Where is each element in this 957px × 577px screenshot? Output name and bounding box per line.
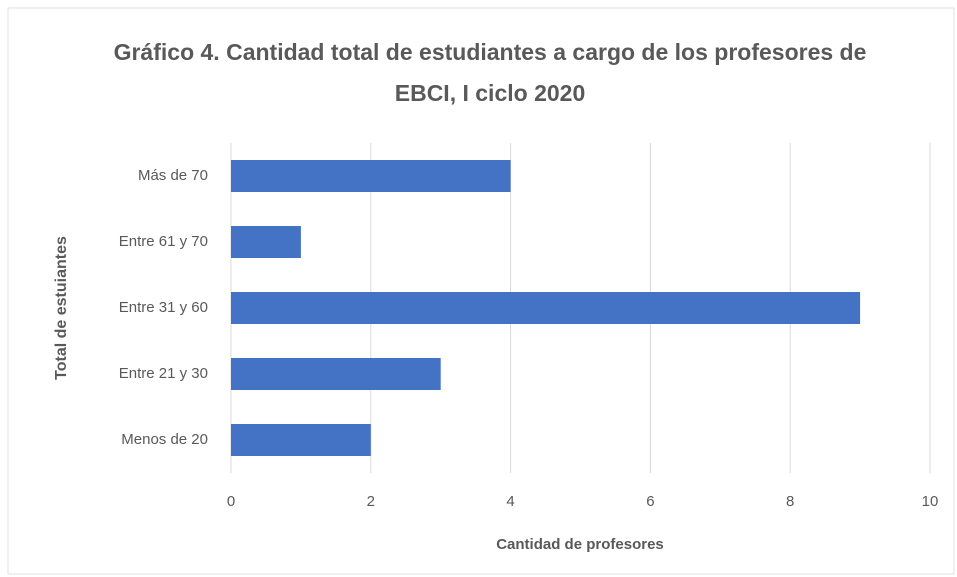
x-tick-label: 8 bbox=[786, 493, 794, 510]
chart-title: Gráfico 4. Cantidad total de estudiantes… bbox=[113, 39, 867, 106]
y-tick-label: Entre 21 y 30 bbox=[119, 365, 208, 382]
y-tick-label: Entre 31 y 60 bbox=[119, 299, 208, 316]
chart-border bbox=[7, 7, 955, 575]
x-tick-label: 2 bbox=[367, 493, 375, 510]
x-tick-label: 4 bbox=[506, 493, 514, 510]
bar bbox=[231, 226, 301, 258]
y-tick-label: Menos de 20 bbox=[121, 431, 208, 448]
bar bbox=[231, 358, 441, 390]
y-tick-label: Más de 70 bbox=[138, 167, 208, 184]
x-tick-label: 0 bbox=[227, 493, 235, 510]
x-tick-label: 6 bbox=[646, 493, 654, 510]
x-tick-label: 10 bbox=[922, 493, 939, 510]
bar bbox=[231, 160, 511, 192]
y-axis-label: Total de estuiantes bbox=[53, 236, 70, 380]
y-tick-label: Entre 61 y 70 bbox=[119, 233, 208, 250]
x-axis-label: Cantidad de profesores bbox=[496, 536, 664, 553]
bar bbox=[231, 292, 861, 324]
bar bbox=[231, 424, 371, 456]
